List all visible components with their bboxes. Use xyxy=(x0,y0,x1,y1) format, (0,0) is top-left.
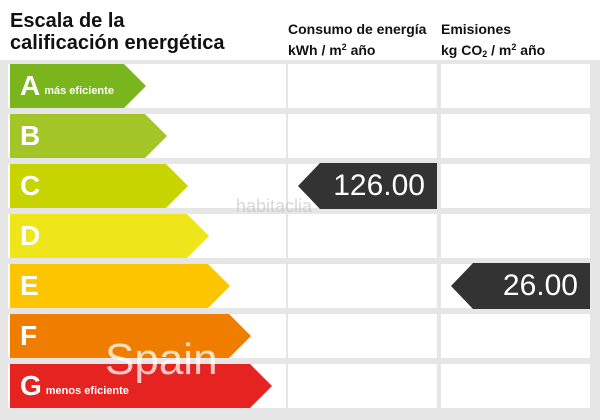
title-line-2: calificación energética xyxy=(10,32,225,54)
rating-letter: B xyxy=(20,120,41,151)
rating-letter: A xyxy=(20,70,41,101)
rating-letter: C xyxy=(20,170,41,201)
consumo-value-pointer: 126.00 xyxy=(298,163,437,209)
emisiones-cell-g xyxy=(441,364,590,408)
emisiones-header-line-1: Emisiones xyxy=(441,21,512,37)
consumo-column-header: Consumo de energía kWh / m2 año xyxy=(288,20,438,59)
emisiones-unit-mid: / m xyxy=(487,42,512,58)
consumo-cell-b xyxy=(288,114,437,158)
rating-letter: E xyxy=(20,270,39,301)
rating-letter: G xyxy=(20,370,42,401)
consumo-cell-f xyxy=(288,314,437,358)
header-background xyxy=(0,0,600,60)
emisiones-cell-d xyxy=(441,214,590,258)
emisiones-unit-sup: 2 xyxy=(511,42,517,52)
emisiones-cell-f xyxy=(441,314,590,358)
consumo-unit-post: año xyxy=(346,42,376,58)
rating-arrow-e: E xyxy=(10,264,230,308)
emisiones-header-units: kg CO2 / m2 año xyxy=(441,38,596,63)
consumo-unit-sup: 2 xyxy=(341,42,347,52)
rating-caption: menos eficiente xyxy=(45,385,129,397)
title-line-1: Escala de la xyxy=(10,10,125,32)
rating-letter: F xyxy=(20,320,38,351)
consumo-cell-g xyxy=(288,364,437,408)
rating-arrow-d: D xyxy=(10,214,209,258)
rating-arrow-f: F xyxy=(10,314,251,358)
consumo-header-line-1: Consumo de energía xyxy=(288,21,427,37)
consumo-header-units: kWh / m2 año xyxy=(288,38,438,59)
rating-caption: más eficiente xyxy=(44,85,114,97)
emisiones-cell-c xyxy=(441,164,590,208)
emisiones-unit-sub: 2 xyxy=(482,49,488,59)
emisiones-value: 26.00 xyxy=(502,269,578,302)
consumo-value: 126.00 xyxy=(333,169,425,202)
chart-title: Escala de la calificación energética xyxy=(10,10,280,54)
emisiones-cell-b xyxy=(441,114,590,158)
emisiones-column-header: Emisiones kg CO2 / m2 año xyxy=(441,20,596,63)
emisiones-unit-pre: kg CO xyxy=(441,42,483,58)
consumo-unit-pre: kWh / m xyxy=(288,42,342,58)
consumo-cell-e xyxy=(288,264,437,308)
rating-arrow-c: C xyxy=(10,164,188,208)
emisiones-value-pointer: 26.00 xyxy=(451,263,590,309)
rating-arrow-b: B xyxy=(10,114,167,158)
emisiones-cell-a xyxy=(441,64,590,108)
consumo-cell-d xyxy=(288,214,437,258)
consumo-cell-a xyxy=(288,64,437,108)
rating-letter: D xyxy=(20,220,41,251)
emisiones-unit-post: año xyxy=(516,42,546,58)
